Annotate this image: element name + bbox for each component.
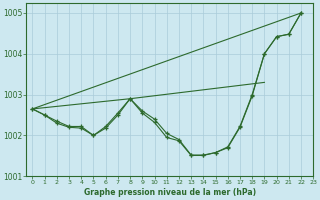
X-axis label: Graphe pression niveau de la mer (hPa): Graphe pression niveau de la mer (hPa) — [84, 188, 256, 197]
